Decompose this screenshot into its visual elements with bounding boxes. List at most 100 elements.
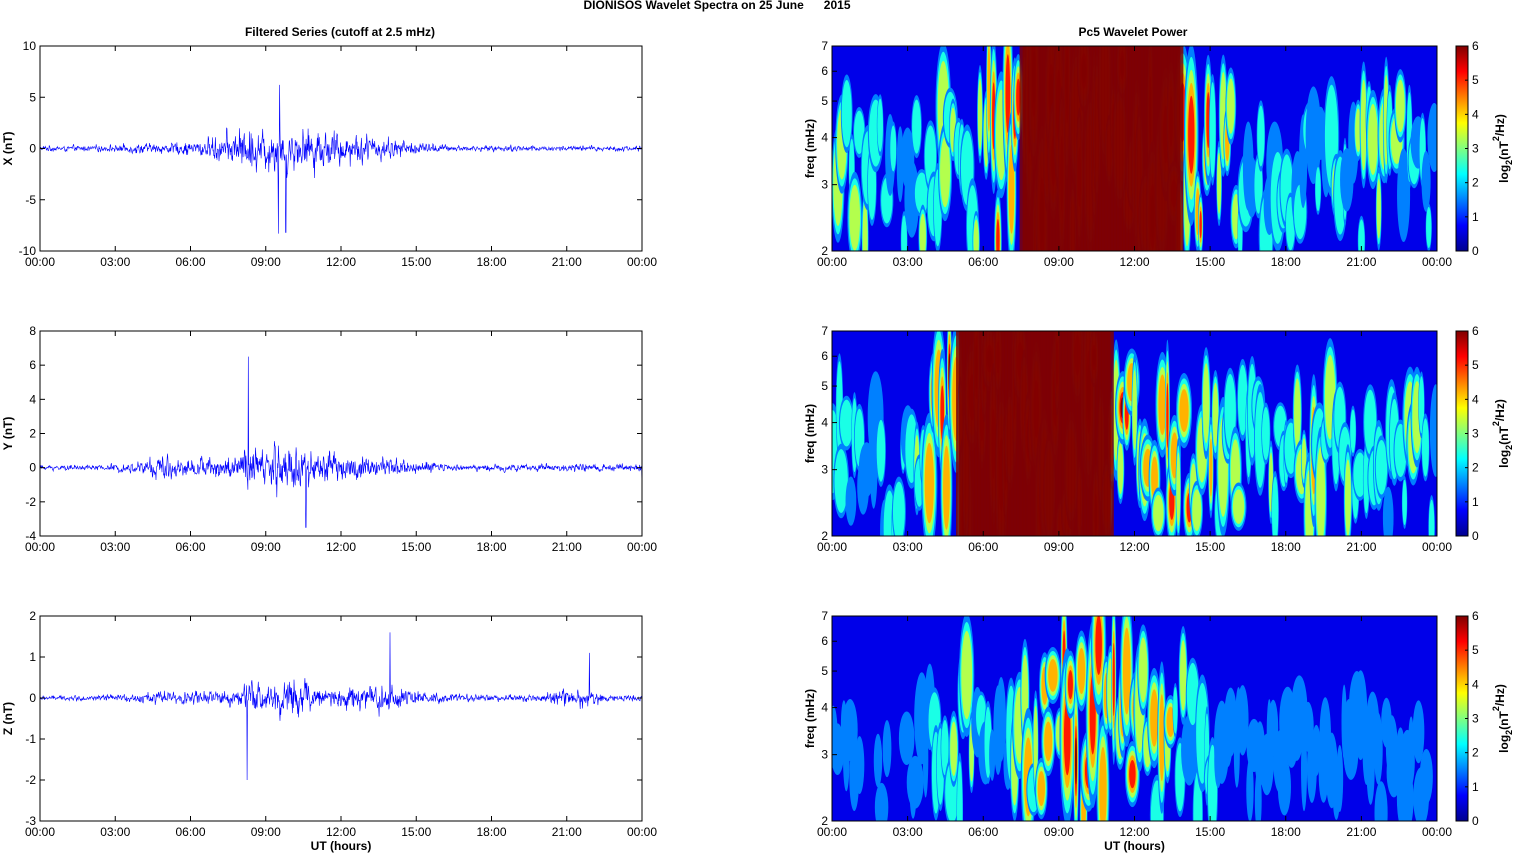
- heatmap-cell: [977, 79, 983, 150]
- heatmap-cell: [1217, 152, 1222, 214]
- heatmap-cell: [1095, 616, 1102, 675]
- x-tick-label: 15:00: [1195, 255, 1225, 269]
- y-tick-label: -10: [19, 244, 37, 258]
- x-tick-label: 15:00: [401, 540, 431, 554]
- colorbar-tick-label: 0: [1472, 814, 1479, 828]
- y-tick-label: -1: [25, 732, 36, 746]
- y-tick-label: -5: [25, 193, 36, 207]
- y-tick-label: 1: [29, 650, 36, 664]
- x-tick-label: 06:00: [175, 540, 205, 554]
- heatmap-cell: [924, 125, 937, 187]
- x-tick-label: 09:00: [251, 540, 281, 554]
- x-tick-label: 09:00: [1044, 540, 1074, 554]
- x-tick-label: 00:00: [1422, 825, 1452, 839]
- x-tick-label: 03:00: [893, 540, 923, 554]
- figure-title: DIONISOS Wavelet Spectra on 25 June 2015: [584, 0, 851, 12]
- x-tick-label: 18:00: [1271, 540, 1301, 554]
- x-tick-label: 18:00: [476, 255, 506, 269]
- y-tick-label: 6: [821, 349, 828, 363]
- colorbar-tick-label: 0: [1472, 529, 1479, 543]
- series-panel-y: -4 -2 0 2 4 6 8 Y (nT) 00:00 03:00 06:00 09:00 12:00…: [1, 324, 657, 554]
- heatmap-cell: [1271, 476, 1279, 536]
- series-panel-x: -10 -5 0 5 10 X (nT) 00:00 03:00 06:00 09:00 12:00…: [1, 39, 657, 269]
- heatmap-cell: [1016, 78, 1021, 116]
- heatmap-cell: [987, 46, 991, 132]
- colorbar-tick-label: 5: [1472, 73, 1479, 87]
- heatmap-cell: [1428, 499, 1435, 536]
- heatmap-cell: [1315, 167, 1321, 212]
- y-tick-label: -3: [25, 814, 36, 828]
- y-tick-label: 5: [29, 90, 36, 104]
- heatmap-cell: [1077, 647, 1086, 695]
- y-axis-label: freq (mHz): [803, 689, 817, 748]
- x-tick-label: 00:00: [1422, 540, 1452, 554]
- heatmap-cells: [832, 331, 1437, 536]
- y-axis-label: freq (mHz): [803, 404, 817, 463]
- heatmap-cell: [1166, 706, 1175, 738]
- y-tick-label: 2: [29, 427, 36, 441]
- colorbar-tick-label: 3: [1472, 427, 1479, 441]
- colorbar-tick-label: 5: [1472, 358, 1479, 372]
- y-axis-label: freq (mHz): [803, 119, 817, 178]
- heatmap-cell: [1418, 376, 1425, 434]
- y-tick-label: 6: [821, 64, 828, 78]
- x-tick-label: 15:00: [401, 825, 431, 839]
- heatmap-cell: [1402, 479, 1407, 526]
- wavelet-panel-y: 2 3 4 5 6 7 freq (mHz) 00:00 03:00 06:00 09:00 12:0…: [803, 324, 1514, 554]
- heatmap-cell: [873, 733, 883, 788]
- x-tick-label: 06:00: [968, 540, 998, 554]
- colorbar-tick-label: 4: [1472, 392, 1479, 406]
- colorbar-tick-label: 2: [1472, 461, 1479, 475]
- x-tick-label: 12:00: [326, 255, 356, 269]
- x-tick-label: 00:00: [817, 255, 847, 269]
- x-tick-label: 09:00: [1044, 825, 1074, 839]
- x-tick-label: 00:00: [25, 540, 55, 554]
- y-tick-label: 3: [821, 178, 828, 192]
- x-tick-label: 12:00: [1119, 825, 1149, 839]
- heatmap-cell: [1261, 407, 1270, 461]
- heatmap-cell: [1294, 378, 1301, 448]
- x-tick-label: 00:00: [1422, 255, 1452, 269]
- heatmap-cell: [1408, 716, 1414, 765]
- heatmap-cell: [914, 172, 929, 214]
- x-tick-label: 21:00: [1346, 540, 1376, 554]
- colorbar-tick-label: 5: [1472, 643, 1479, 657]
- heatmap-cell: [1363, 445, 1370, 514]
- heatmap-cell: [876, 419, 886, 482]
- y-tick-label: -4: [25, 529, 36, 543]
- heatmap-cell: [950, 721, 958, 777]
- y-tick-label: 10: [23, 39, 37, 53]
- heatmap-cell: [1236, 685, 1249, 756]
- heatmap-cell: [919, 213, 926, 251]
- x-tick-label: 21:00: [552, 825, 582, 839]
- heatmap-cell: [834, 449, 848, 513]
- y-axis-label: X (nT): [1, 132, 15, 166]
- heatmap-cell: [849, 184, 861, 251]
- heatmap-cell: [854, 736, 865, 794]
- x-tick-label: 18:00: [476, 825, 506, 839]
- x-tick-label: 03:00: [100, 255, 130, 269]
- colorbar-tick-label: 3: [1472, 142, 1479, 156]
- heatmap-cell: [1005, 54, 1011, 133]
- x-tick-label: 12:00: [326, 540, 356, 554]
- y-tick-label: 5: [821, 664, 828, 678]
- colorbar-label: log2(nT2/Hz): [1491, 399, 1514, 468]
- y-tick-label: 2: [821, 244, 828, 258]
- x-tick-label: 09:00: [251, 255, 281, 269]
- x-tick-label: 15:00: [401, 255, 431, 269]
- colorbar-label: log2(nT2/Hz): [1491, 684, 1514, 753]
- heatmap-cell: [1153, 494, 1164, 532]
- x-tick-label: 00:00: [817, 540, 847, 554]
- heatmap-cell: [1223, 687, 1238, 757]
- heatmap-cell: [1336, 744, 1344, 813]
- x-tick-label: 09:00: [1044, 255, 1074, 269]
- heatmap-cell: [1421, 150, 1431, 212]
- heatmap-cell: [1063, 698, 1071, 776]
- x-tick-label: 06:00: [175, 255, 205, 269]
- heatmap-cell: [877, 98, 883, 152]
- heatmap-cell: [957, 761, 963, 821]
- y-tick-label: 2: [821, 529, 828, 543]
- heatmap-cell: [1350, 409, 1356, 454]
- heatmap-cell: [1186, 662, 1199, 726]
- heatmap-cell: [1358, 219, 1365, 251]
